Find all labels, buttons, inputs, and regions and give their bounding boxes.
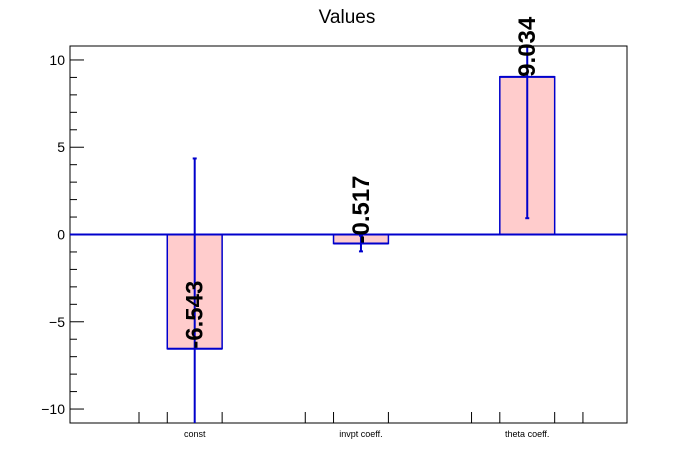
chart-title: Values [319,7,376,28]
y-tick-label: −5 [49,314,65,330]
plot-area: −10 −5 0 5 10 -6.543 -0.517 9.034 const invpt coe… [41,16,628,439]
x-category-label: const [184,429,206,439]
x-category-label: theta coeff. [505,429,549,439]
data-label: -0.517 [348,175,375,243]
y-tick-label: 0 [57,227,65,243]
y-tick-label: −10 [41,401,65,417]
data-label: 9.034 [514,16,541,77]
y-tick-label: 10 [49,52,65,68]
data-label: -6.543 [182,281,209,349]
y-tick-label: 5 [57,139,65,155]
x-category-label: invpt coeff. [339,429,382,439]
